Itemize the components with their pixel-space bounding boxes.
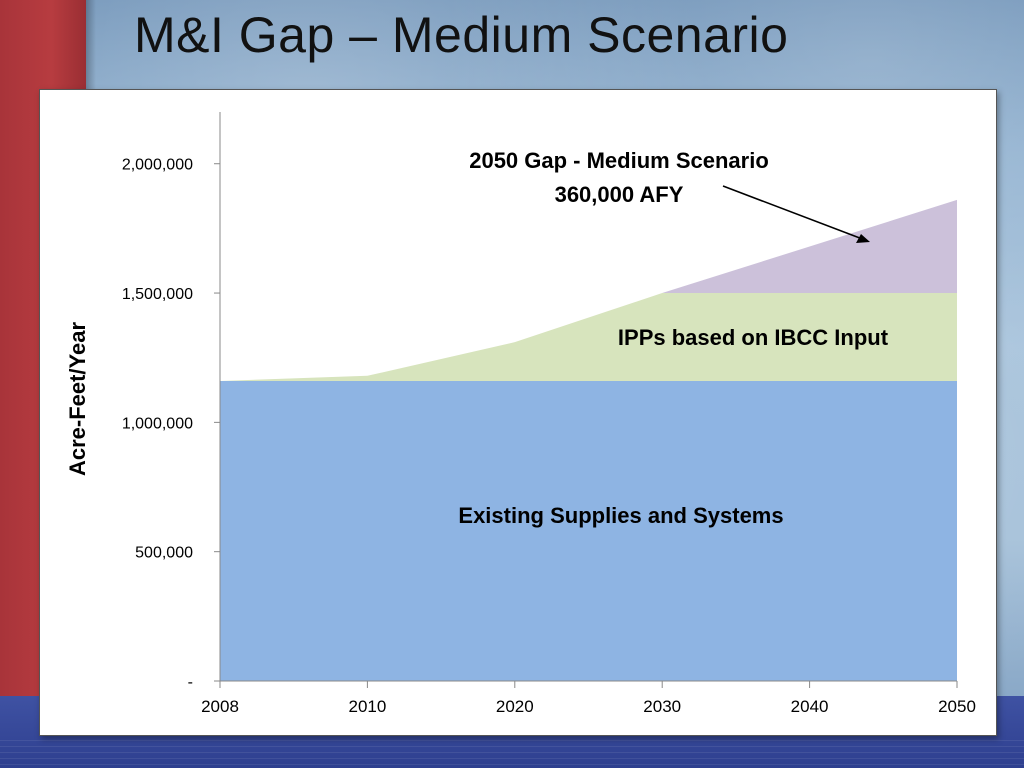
y-tick-label: 500,000 xyxy=(135,545,193,562)
gap-label-line2: 360,000 AFY xyxy=(555,182,684,207)
x-tick-label: 2040 xyxy=(791,697,829,716)
x-tick-label: 2020 xyxy=(496,697,534,716)
area-existing xyxy=(220,380,957,681)
y-tick-label: - xyxy=(188,674,193,691)
area-chart: - 500,000 1,000,000 1,500,000 2,000,000 2008 2… xyxy=(65,112,976,716)
area-gap xyxy=(220,199,957,381)
axes-group: - 500,000 1,000,000 1,500,000 2,000,000 2008 2… xyxy=(122,112,976,716)
y-tick-label: 1,000,000 xyxy=(122,415,193,432)
area-series-group xyxy=(220,199,957,681)
labels-group: Acre-Feet/Year Existing Supplies and Sys… xyxy=(65,148,889,528)
chart-panel: - 500,000 1,000,000 1,500,000 2,000,000 2008 2… xyxy=(39,89,997,736)
y-axis-title: Acre-Feet/Year xyxy=(65,322,90,477)
x-tick-label: 2010 xyxy=(348,697,386,716)
gap-arrow xyxy=(722,185,870,243)
x-tick-label: 2050 xyxy=(938,697,976,716)
slide-title: M&I Gap – Medium Scenario xyxy=(134,7,789,63)
y-tick-label: 2,000,000 xyxy=(122,157,193,174)
x-tick-label: 2008 xyxy=(201,697,239,716)
existing-supplies-label: Existing Supplies and Systems xyxy=(458,503,783,528)
blue-footer-stripes xyxy=(0,740,1024,768)
x-tick-label: 2030 xyxy=(643,697,681,716)
gap-label-line1: 2050 Gap - Medium Scenario xyxy=(469,148,769,173)
y-tick-label: 1,500,000 xyxy=(122,286,193,303)
area-ipps xyxy=(220,293,957,381)
ipps-label: IPPs based on IBCC Input xyxy=(618,325,889,350)
